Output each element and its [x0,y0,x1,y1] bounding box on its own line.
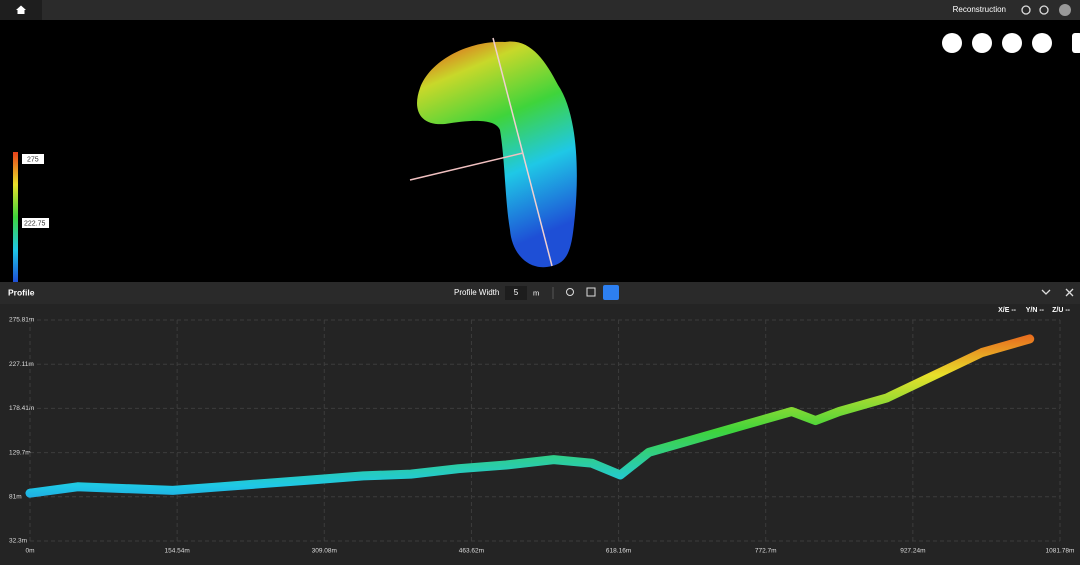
close-icon[interactable] [1065,288,1074,297]
width-input[interactable] [505,286,527,300]
coord-readout: Z/U -- [1052,307,1071,314]
width-value: 5 [514,288,519,297]
settings-icon[interactable] [1021,5,1031,15]
section-line [409,152,524,181]
legend-label: 222.75 [24,220,46,227]
collapse-icon[interactable] [1041,289,1051,295]
profile-line [492,37,553,267]
avatar[interactable] [1059,4,1071,16]
chart-button[interactable] [586,287,596,297]
x-tick-label: 154.54m [164,548,189,555]
coord-readout: Y/N -- [1026,307,1045,314]
y-tick-label: 32.3m [9,538,27,545]
x-tick-label: 1081.78m [1046,548,1075,555]
filter-button[interactable] [942,33,962,53]
x-tick-label: 309.08m [312,548,337,555]
elevation-profile [25,334,1035,498]
legend-label-box [22,154,44,164]
top-bar [0,0,1080,20]
layer-button[interactable] [972,33,992,53]
legend-color-bar [13,152,18,282]
grid-toggle[interactable] [603,285,619,300]
width-unit: m [533,288,539,297]
point-cloud [417,41,577,268]
y-tick-label: 275.81m [9,317,34,324]
pin-button[interactable] [566,288,574,296]
profile-header [0,282,1080,304]
panel-title: Profile [8,287,35,297]
measure-button[interactable] [1032,33,1052,53]
coord-readout: X/E -- [998,307,1017,314]
width-label: Profile Width [454,288,499,297]
legend-label-box [22,218,49,228]
x-tick-label: 772.7m [755,548,777,555]
app-title: Reconstruction [953,5,1006,14]
x-tick-label: 927.24m [900,548,925,555]
x-tick-label: 618.16m [606,548,631,555]
help-icon[interactable] [1039,5,1049,15]
home-icon [16,5,26,14]
collapse-button[interactable] [1072,33,1080,53]
plot: 32.3m 81m 129.7m 178.41m 227.11m 275.81m 0m 154… [9,317,1074,555]
y-tick-label: 178.41m [9,405,34,412]
profile-chart [0,304,1080,565]
x-tick-label: 0m [25,548,34,555]
swap-button[interactable] [1002,33,1022,53]
legend-label: 275 [27,156,39,163]
x-tick-label: 463.62m [459,548,484,555]
y-tick-label: 129.7m [9,449,31,456]
y-tick-label: 227.11m [9,361,34,368]
y-tick-label: 81m [9,494,22,501]
